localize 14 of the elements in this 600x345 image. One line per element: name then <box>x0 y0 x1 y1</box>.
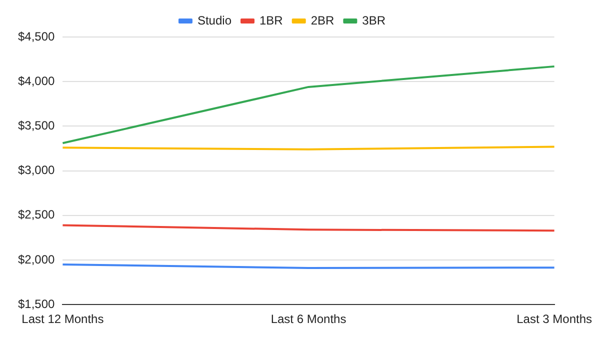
y-tick-label: $4,000 <box>18 74 56 88</box>
y-tick-label: $2,500 <box>18 208 56 222</box>
y-tick-label: $2,000 <box>18 252 56 266</box>
x-tick-label: Last 3 Months <box>516 312 592 326</box>
legend-label: 2BR <box>310 13 335 28</box>
y-tick-label: $3,500 <box>18 118 56 133</box>
y-tick-label: $1,500 <box>18 296 56 311</box>
y-tick-label: $4,500 <box>18 29 56 44</box>
x-tick-label: Last 6 Months <box>270 312 346 326</box>
x-tick-label: Last 12 Months <box>22 312 104 326</box>
legend-label: Studio <box>197 13 232 28</box>
legend-label: 1BR <box>259 13 284 28</box>
legend-label: 3BR <box>362 13 386 28</box>
y-tick-label: $3,000 <box>18 163 56 178</box>
